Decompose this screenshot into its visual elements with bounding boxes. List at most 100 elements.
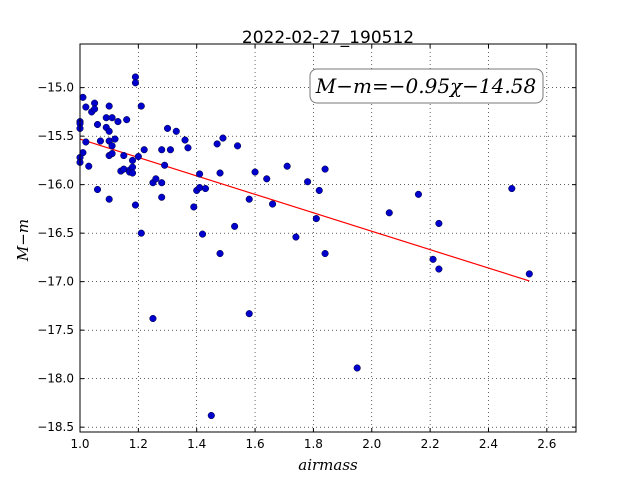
data-point xyxy=(105,127,113,135)
data-point xyxy=(158,146,166,154)
data-point xyxy=(429,255,437,263)
data-point xyxy=(414,190,422,198)
data-point xyxy=(166,146,174,154)
data-point xyxy=(321,249,329,258)
x-tick-label: 1.8 xyxy=(304,437,323,451)
data-point xyxy=(312,215,320,223)
x-tick-label: 2.0 xyxy=(362,437,381,451)
fit-line xyxy=(79,138,530,282)
data-point xyxy=(234,142,242,150)
data-point xyxy=(93,120,102,129)
data-point xyxy=(158,179,166,187)
data-point xyxy=(181,136,189,144)
data-point xyxy=(105,195,113,203)
x-tick-label: 1.4 xyxy=(187,437,206,451)
data-point xyxy=(508,184,516,193)
data-point xyxy=(91,105,99,113)
data-point xyxy=(134,152,142,161)
data-point xyxy=(207,411,215,420)
data-point xyxy=(111,135,119,143)
data-point xyxy=(131,201,139,209)
data-point xyxy=(315,186,323,195)
data-point xyxy=(163,124,172,132)
plot-frame xyxy=(79,43,577,433)
data-point xyxy=(158,193,166,201)
data-point xyxy=(196,184,204,192)
data-point xyxy=(245,195,253,203)
equation-annotation: M−m=−0.95χ−14.58 xyxy=(309,68,544,104)
annotation-box xyxy=(309,68,544,104)
data-point xyxy=(251,168,259,176)
data-point xyxy=(283,162,291,170)
data-point xyxy=(196,170,204,178)
data-points xyxy=(76,73,533,420)
data-point xyxy=(131,79,139,87)
chart-title: 2022-02-27_190512 xyxy=(242,28,414,48)
data-point xyxy=(128,156,137,164)
data-point xyxy=(292,233,300,241)
x-tick-label: 2.2 xyxy=(421,437,440,451)
annotation-text: M−m=−0.95χ−14.58 xyxy=(315,74,536,98)
data-point xyxy=(190,203,198,211)
x-tick-label: 2.4 xyxy=(479,437,498,451)
y-tick-label: −16.0 xyxy=(37,178,74,192)
x-axis-label: airmass xyxy=(298,456,358,474)
data-point xyxy=(304,178,312,186)
data-point xyxy=(198,230,207,238)
data-point xyxy=(353,364,361,372)
y-tick-label: −16.5 xyxy=(37,226,74,240)
data-point xyxy=(82,138,90,146)
data-point xyxy=(435,219,443,227)
data-point xyxy=(201,184,210,193)
fit-line-group xyxy=(79,138,530,282)
data-point xyxy=(108,150,116,158)
data-point xyxy=(96,137,104,145)
data-point xyxy=(93,185,102,194)
x-tick-label: 1.0 xyxy=(70,437,89,451)
data-point xyxy=(435,265,443,273)
data-point xyxy=(79,93,87,101)
data-point xyxy=(85,162,93,170)
y-tick-label: −18.5 xyxy=(37,420,74,434)
data-point xyxy=(82,103,90,111)
data-point xyxy=(140,146,148,154)
data-point xyxy=(79,149,87,157)
data-point xyxy=(269,200,277,208)
data-point xyxy=(231,222,239,230)
data-point xyxy=(108,142,116,150)
y-tick-label: −17.5 xyxy=(37,323,74,337)
data-point xyxy=(105,102,113,110)
data-point xyxy=(161,161,169,169)
data-point xyxy=(216,249,224,258)
x-tick-label: 1.2 xyxy=(129,437,148,451)
data-point xyxy=(108,114,116,122)
data-point xyxy=(219,134,227,142)
data-point xyxy=(172,127,180,135)
data-point xyxy=(120,165,128,173)
data-point xyxy=(184,144,192,152)
x-tick-label: 1.6 xyxy=(246,437,265,451)
data-point xyxy=(321,165,329,173)
y-tick-label: −17.0 xyxy=(37,275,74,289)
data-point xyxy=(120,152,128,160)
data-point xyxy=(152,175,160,183)
data-point xyxy=(123,116,131,124)
y-axis-label: M−m xyxy=(14,219,32,262)
data-point xyxy=(216,169,224,177)
data-point xyxy=(245,310,253,318)
data-point xyxy=(385,209,393,217)
data-point xyxy=(114,118,122,126)
data-point xyxy=(149,314,157,323)
data-point xyxy=(263,175,271,183)
axis-ticks: 1.0 1.2 1.4 1.6 1.8 2.0 2.2 2.4 2.6 −15.0 −15.5 −16… xyxy=(37,44,576,451)
data-point xyxy=(137,102,145,110)
data-point xyxy=(213,140,221,148)
y-tick-label: −15.0 xyxy=(37,81,74,95)
data-point xyxy=(128,169,137,177)
data-point xyxy=(137,229,145,237)
y-tick-label: −18.0 xyxy=(37,372,74,386)
y-tick-label: −15.5 xyxy=(37,129,74,143)
x-tick-label: 2.6 xyxy=(537,437,556,451)
data-point xyxy=(525,270,533,278)
